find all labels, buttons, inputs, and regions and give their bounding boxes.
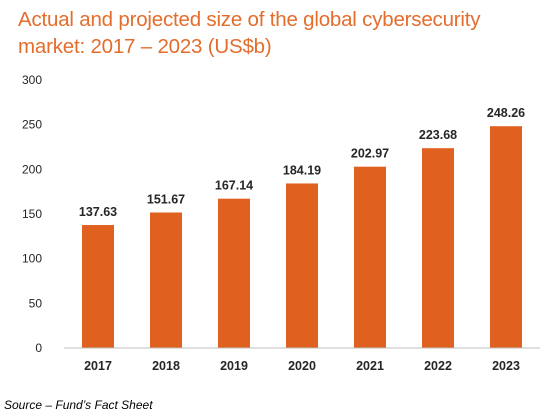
data-label-2018: 151.67 — [147, 193, 185, 207]
bar-2019 — [218, 198, 250, 348]
x-tick-label-2017: 2017 — [84, 359, 112, 373]
y-tick-label: 250 — [22, 118, 42, 132]
y-tick-label: 200 — [22, 162, 42, 176]
source-note: Source – Fund’s Fact Sheet — [4, 398, 153, 412]
data-label-2019: 167.14 — [215, 179, 253, 193]
bar-2021 — [354, 166, 386, 348]
bar-2020 — [286, 183, 318, 348]
y-axis: 0 50 100 150 200 250 300 — [22, 73, 42, 355]
x-tick-label-2020: 2020 — [288, 359, 316, 373]
data-label-2021: 202.97 — [351, 147, 389, 161]
y-tick-label: 0 — [35, 341, 42, 355]
bar-2018 — [150, 212, 182, 348]
chart-title: Actual and projected size of the global … — [18, 8, 481, 58]
x-tick-label-2021: 2021 — [356, 359, 384, 373]
x-axis: 2017 2018 2019 2020 2021 2022 2023 — [64, 347, 540, 373]
y-tick-label: 100 — [22, 252, 42, 266]
data-label-2017: 137.63 — [79, 205, 117, 219]
x-tick-label-2019: 2019 — [220, 359, 248, 373]
x-tick-label-2023: 2023 — [492, 359, 520, 373]
x-tick-label-2018: 2018 — [152, 359, 180, 373]
bar-2022 — [422, 148, 454, 348]
y-tick-label: 50 — [29, 296, 43, 310]
bar-2023 — [490, 126, 522, 348]
data-label-2023: 248.26 — [487, 106, 525, 120]
bar-2017 — [82, 225, 114, 348]
data-label-2022: 223.68 — [419, 128, 457, 142]
x-tick-label-2022: 2022 — [424, 359, 452, 373]
bars: 137.63 151.67 167.14 184.19 202.97 223.68 248.… — [79, 106, 525, 348]
y-tick-label: 300 — [22, 73, 42, 87]
data-label-2020: 184.19 — [283, 163, 321, 177]
y-tick-label: 150 — [22, 207, 42, 221]
